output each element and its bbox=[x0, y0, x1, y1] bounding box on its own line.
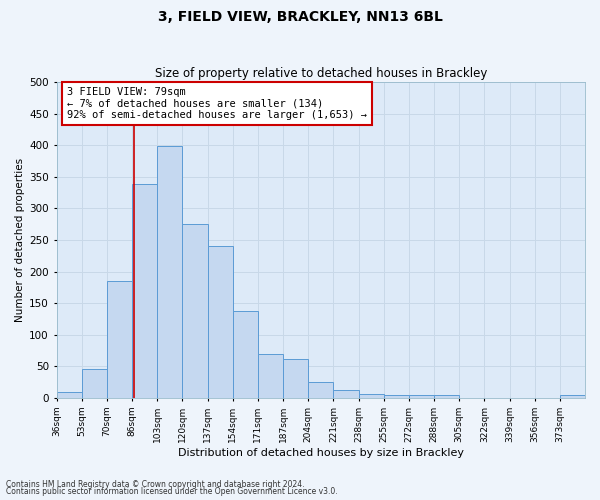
Bar bbox=[132, 184, 157, 398]
Bar bbox=[359, 394, 383, 398]
Text: Contains HM Land Registry data © Crown copyright and database right 2024.: Contains HM Land Registry data © Crown c… bbox=[6, 480, 305, 489]
Text: Contains public sector information licensed under the Open Government Licence v3: Contains public sector information licen… bbox=[6, 487, 338, 496]
Bar bbox=[409, 396, 434, 398]
Title: Size of property relative to detached houses in Brackley: Size of property relative to detached ho… bbox=[155, 66, 487, 80]
Text: 3 FIELD VIEW: 79sqm
← 7% of detached houses are smaller (134)
92% of semi-detach: 3 FIELD VIEW: 79sqm ← 7% of detached hou… bbox=[67, 87, 367, 120]
Bar bbox=[182, 224, 208, 398]
Bar bbox=[233, 312, 258, 398]
Y-axis label: Number of detached properties: Number of detached properties bbox=[15, 158, 25, 322]
Bar bbox=[258, 354, 283, 398]
Bar bbox=[383, 396, 409, 398]
X-axis label: Distribution of detached houses by size in Brackley: Distribution of detached houses by size … bbox=[178, 448, 464, 458]
Bar bbox=[157, 146, 182, 398]
Bar bbox=[82, 369, 107, 398]
Bar bbox=[334, 390, 359, 398]
Bar bbox=[107, 281, 132, 398]
Bar bbox=[208, 246, 233, 398]
Bar bbox=[560, 396, 585, 398]
Bar bbox=[283, 359, 308, 398]
Bar bbox=[434, 396, 459, 398]
Bar bbox=[56, 392, 82, 398]
Bar bbox=[308, 382, 334, 398]
Text: 3, FIELD VIEW, BRACKLEY, NN13 6BL: 3, FIELD VIEW, BRACKLEY, NN13 6BL bbox=[158, 10, 442, 24]
